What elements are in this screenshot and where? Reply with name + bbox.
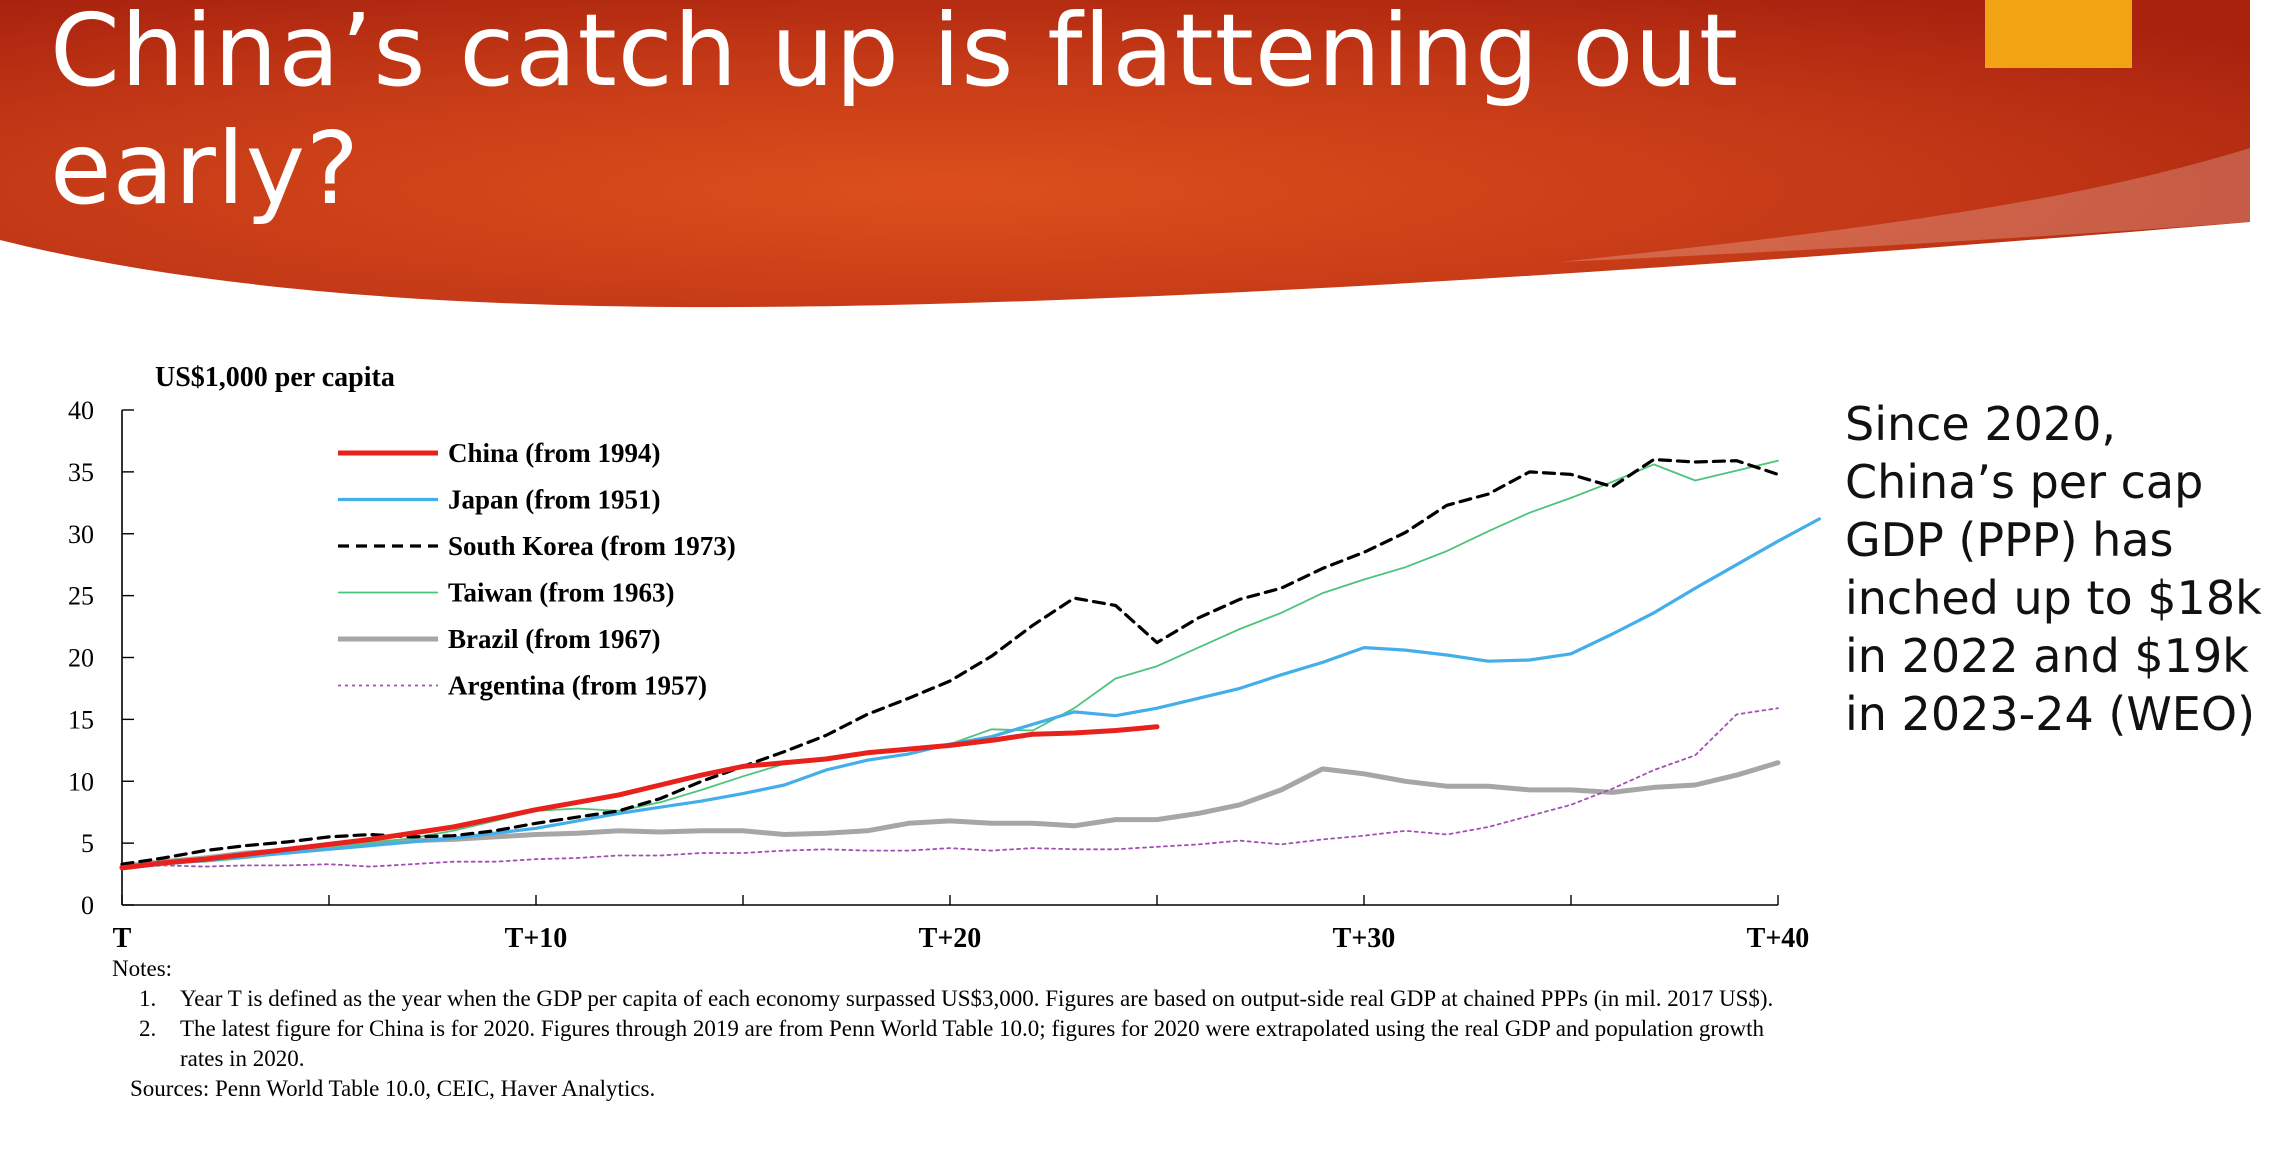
x-tick-label: T+30 bbox=[1333, 923, 1396, 954]
series-line-south-korea bbox=[120, 457, 1780, 866]
y-tick-label: 15 bbox=[68, 705, 94, 734]
side-commentary: Since 2020, China’s per cap GDP (PPP) ha… bbox=[1845, 397, 2262, 741]
y-tick-label: 10 bbox=[68, 767, 94, 796]
y-tick-label: 25 bbox=[68, 582, 94, 611]
title-banner bbox=[0, 0, 2250, 308]
gdp-chart: 0 5 10 15 20 25 30 35 40 T T+10 T+20 T+30 T+40 China … bbox=[68, 362, 1822, 954]
series-line-taiwan bbox=[121, 459, 1779, 868]
banner-highlight bbox=[1560, 148, 2250, 262]
slide-title: China’s catch up is flattening out early… bbox=[50, 0, 1740, 227]
notes-list: Year T is defined as the year when the G… bbox=[112, 984, 1812, 1074]
y-tick-label: 40 bbox=[68, 396, 94, 425]
x-tick-label: T+20 bbox=[919, 923, 982, 954]
x-tick-label: T+10 bbox=[505, 923, 568, 954]
legend-label-brazil: Brazil (from 1967) bbox=[448, 624, 660, 654]
legend: China (from 1994) Japan (from 1951) South … bbox=[338, 438, 736, 701]
note-item: The latest figure for China is for 2020.… bbox=[162, 1014, 1812, 1074]
x-tick-label: T bbox=[113, 923, 132, 954]
y-tick-label: 30 bbox=[68, 520, 94, 549]
accent-square bbox=[1985, 0, 2132, 68]
y-tick-label: 20 bbox=[68, 644, 94, 673]
series-line-china bbox=[119, 724, 1160, 871]
x-tick-label: T+40 bbox=[1747, 923, 1810, 954]
sources-line: Sources: Penn World Table 10.0, CEIC, Ha… bbox=[130, 1076, 656, 1101]
series-line-brazil bbox=[119, 760, 1781, 870]
y-tick-label: 35 bbox=[68, 458, 94, 487]
y-tick-label: 5 bbox=[81, 829, 94, 858]
axes: 0 5 10 15 20 25 30 35 40 T T+10 T+20 T+30 T+40 bbox=[68, 396, 1809, 954]
legend-label-argentina: Argentina (from 1957) bbox=[448, 671, 707, 701]
y-axis-label: US$1,000 per capita bbox=[155, 362, 395, 393]
legend-label-south-korea: South Korea (from 1973) bbox=[448, 531, 736, 561]
legend-label-china: China (from 1994) bbox=[448, 438, 661, 468]
series-lines bbox=[119, 457, 1822, 871]
notes-heading: Notes: bbox=[112, 956, 173, 981]
note-item: Year T is defined as the year when the G… bbox=[162, 984, 1812, 1014]
series-line-japan bbox=[120, 517, 1822, 870]
series-line-argentina bbox=[121, 707, 1779, 869]
legend-label-japan: Japan (from 1951) bbox=[448, 485, 661, 515]
banner-shape bbox=[0, 0, 2250, 308]
y-tick-label: 0 bbox=[81, 891, 94, 920]
chart-notes: Notes: Year T is defined as the year whe… bbox=[112, 954, 1812, 1104]
legend-label-taiwan: Taiwan (from 1963) bbox=[448, 578, 675, 608]
